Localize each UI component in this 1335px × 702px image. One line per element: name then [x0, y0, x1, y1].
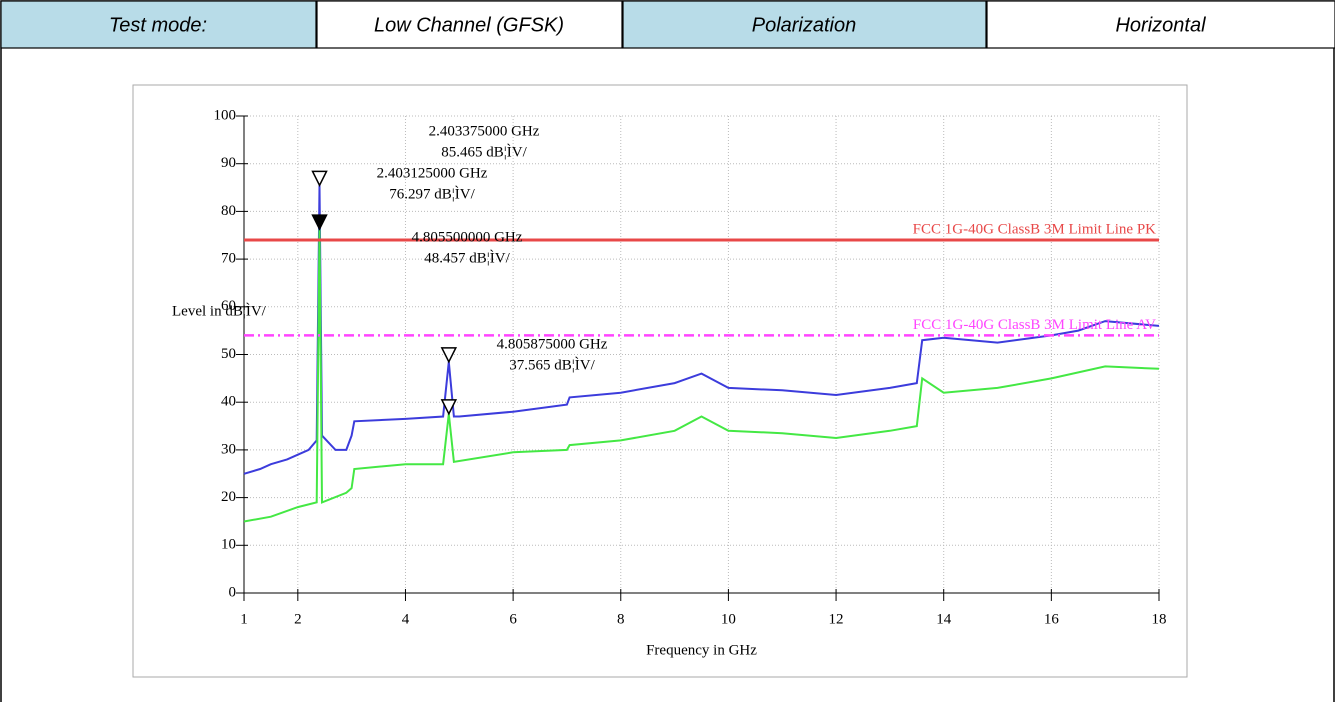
limit-label: FCC 1G-40G ClassB 3M Limit Line AV: [913, 317, 1156, 333]
x-tick-label: 4: [402, 611, 410, 627]
x-tick-label: 10: [721, 611, 736, 627]
x-tick-label: 2: [294, 611, 302, 627]
marker-label: 2.403375000 GHz: [429, 123, 540, 139]
header-text: Test mode:: [109, 14, 207, 36]
x-tick-label: 12: [829, 611, 844, 627]
x-tick-label: 6: [509, 611, 517, 627]
header-cell: [0, 0, 317, 49]
marker-label: 85.465 dB¦ÌV/: [441, 143, 527, 160]
x-tick-label: 16: [1044, 611, 1060, 627]
marker: [440, 399, 458, 416]
x-axis-label: Frequency in GHz: [646, 642, 757, 658]
marker: [311, 170, 328, 188]
limit-label: FCC 1G-40G ClassB 3M Limit Line PK: [913, 221, 1157, 237]
header-cell: [986, 0, 1335, 49]
y-tick-label: 50: [221, 346, 236, 362]
header-text: Horizontal: [1115, 14, 1206, 36]
marker-label: 37.565 dB¦ÌV/: [509, 356, 595, 373]
marker-label: 4.805875000 GHz: [497, 336, 608, 352]
marker-label: 48.457 dB¦ÌV/: [424, 249, 510, 266]
y-tick-label: 30: [221, 441, 236, 457]
marker-label: 4.805500000 GHz: [412, 229, 523, 245]
trace: [243, 229, 1160, 523]
x-tick-label: 18: [1152, 611, 1167, 627]
y-tick-label: 20: [221, 489, 236, 505]
y-tick-label: 0: [229, 584, 237, 600]
marker-label: 76.297 dB¦ÌV/: [389, 185, 475, 202]
y-tick-label: 60: [221, 298, 236, 314]
x-tick-label: 14: [936, 611, 952, 627]
chart-frame: [132, 84, 1188, 678]
y-tick-label: 40: [221, 394, 236, 410]
marker: [440, 347, 458, 364]
trace: [243, 185, 1160, 475]
header-cell: [622, 0, 987, 49]
y-tick-label: 80: [221, 203, 236, 219]
marker-label: 2.403125000 GHz: [377, 165, 488, 181]
y-axis-label: Level in dB¦ÌV/: [172, 302, 267, 319]
x-tick-label: 1: [240, 611, 248, 627]
header-text: Low Channel (GFSK): [374, 14, 564, 36]
y-tick-label: 100: [214, 107, 237, 123]
header-cell: [316, 0, 623, 49]
y-tick-label: 90: [221, 155, 236, 171]
marker: [311, 214, 328, 231]
y-tick-label: 10: [221, 537, 236, 553]
header-text: Polarization: [752, 14, 857, 36]
y-tick-label: 70: [221, 251, 236, 267]
x-tick-label: 8: [617, 611, 625, 627]
